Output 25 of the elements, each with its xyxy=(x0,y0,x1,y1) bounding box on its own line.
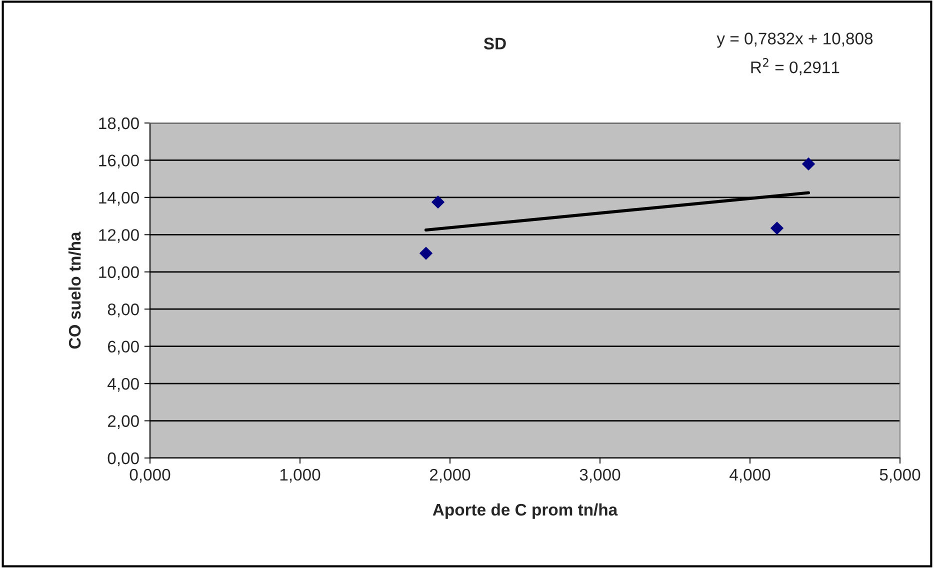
x-tick-label: 0,000 xyxy=(130,468,170,483)
y-tick-label: 6,00 xyxy=(108,340,139,355)
x-tick-label: 4,000 xyxy=(730,468,770,483)
y-tick-label: 12,00 xyxy=(99,229,139,243)
x-axis-title: Aporte de C prom tn/ha xyxy=(432,503,618,519)
y-tick-label: 18,00 xyxy=(99,117,139,132)
text: y = 0,7832x + 10,808 xyxy=(716,32,873,48)
text: R$^{2}$ = 0,2911 xyxy=(751,58,840,76)
y-tick-label: 16,00 xyxy=(99,154,139,168)
point xyxy=(419,246,433,260)
y-tick-label: 14,00 xyxy=(99,192,139,206)
x-tick-label: 5,000 xyxy=(880,468,920,483)
point xyxy=(431,196,445,209)
y-tick-label: 4,00 xyxy=(108,378,139,392)
y-tick-label: 2,00 xyxy=(108,415,139,429)
x-tick-label: 2,000 xyxy=(430,468,470,483)
point xyxy=(770,222,784,235)
chart-title: SD xyxy=(484,38,506,50)
x-tick-label: 3,000 xyxy=(580,468,620,483)
x-tick-label: 1,000 xyxy=(280,468,320,483)
point xyxy=(802,157,816,171)
y-tick-label: 10,00 xyxy=(99,266,139,280)
y-tick-label: 8,00 xyxy=(108,304,139,318)
y-tick-label: 0,00 xyxy=(108,452,139,466)
y-axis-title: CO suelo tn/ha xyxy=(68,232,81,349)
